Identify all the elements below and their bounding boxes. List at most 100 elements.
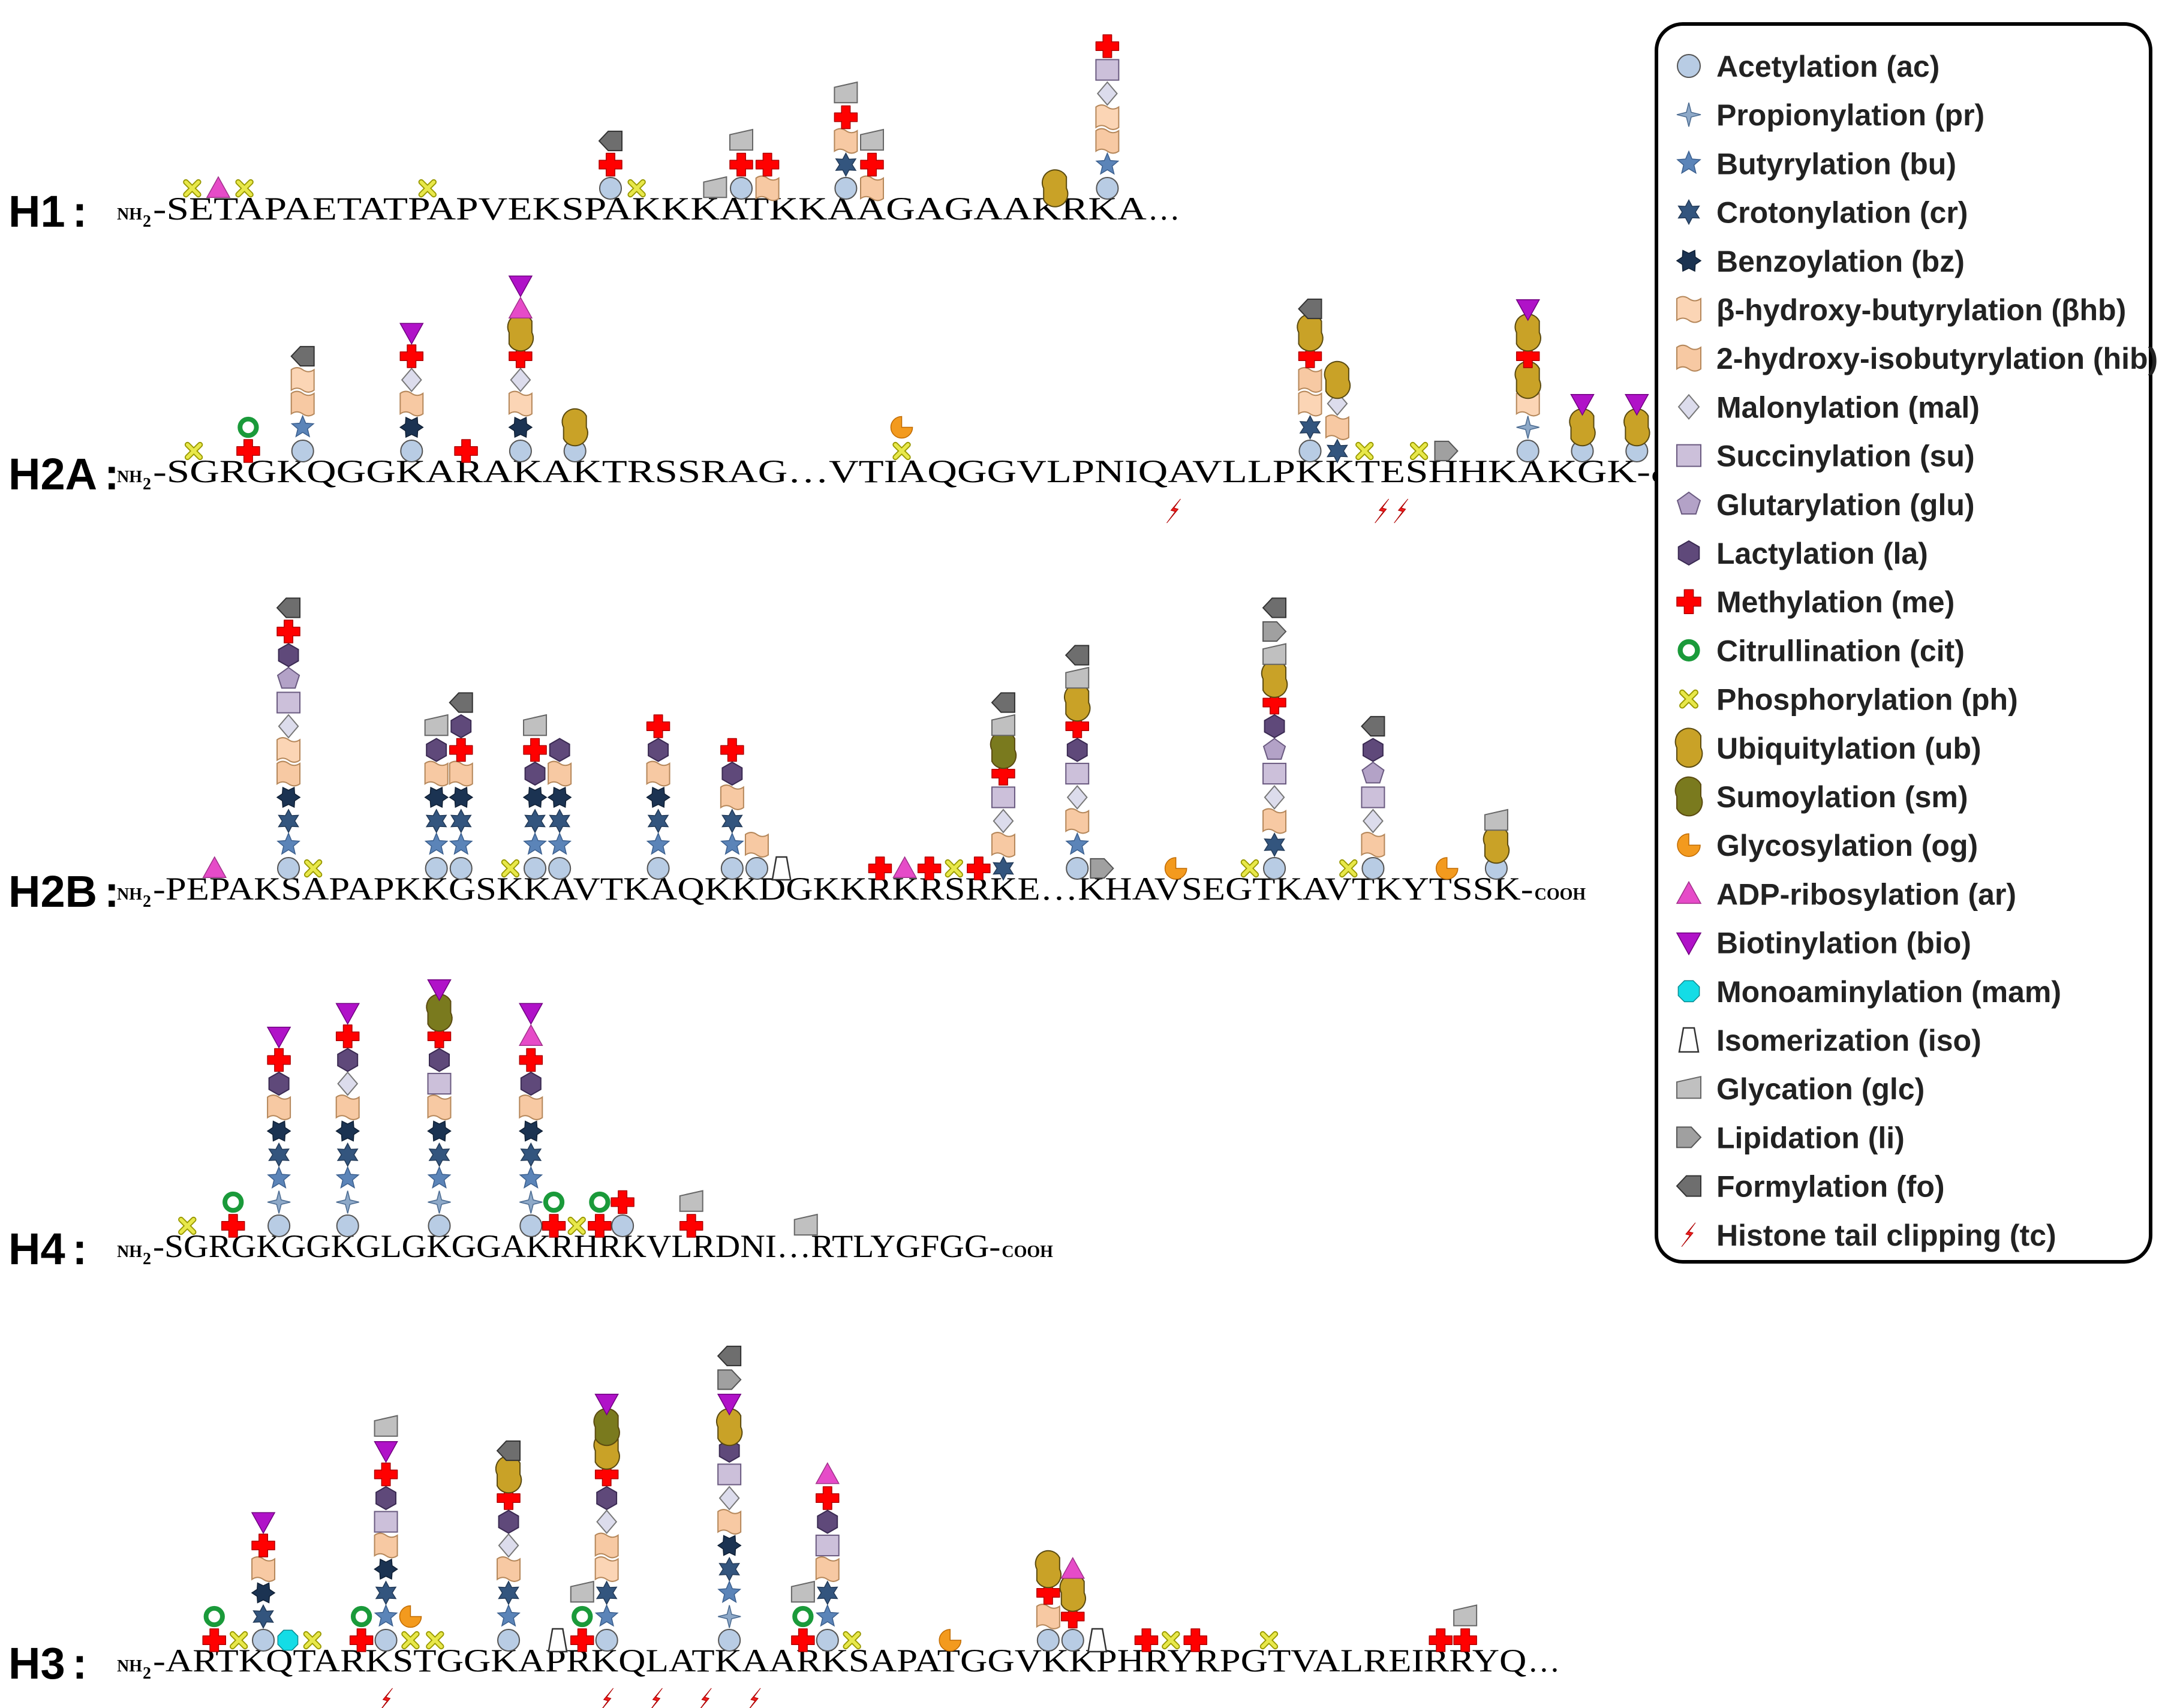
glutarylation-icon xyxy=(1262,738,1286,760)
ptm-site-5 xyxy=(276,597,301,880)
lactylation-icon xyxy=(278,643,299,667)
adp-ribosylation-icon xyxy=(1676,880,1702,904)
ptm-site-9 xyxy=(399,323,424,463)
phosphorylation-icon xyxy=(945,859,963,878)
acetylation-icon xyxy=(1036,1628,1060,1652)
phosphorylation-icon xyxy=(892,441,911,461)
crotonylation-icon xyxy=(278,808,299,834)
methylation-icon xyxy=(1183,1628,1207,1652)
legend-label: Phosphorylation (ph) xyxy=(1716,683,2018,717)
ptm-site-12 xyxy=(449,692,474,880)
ubiquitylation-icon xyxy=(1041,169,1069,208)
biotinylation-icon xyxy=(594,1394,619,1416)
butyrylation-icon xyxy=(717,1580,742,1603)
ubiquitylation-icon xyxy=(1297,313,1324,352)
legend-item-bio: Biotinylation (bio) xyxy=(1676,927,1971,960)
c-terminus: … xyxy=(1527,1643,1560,1679)
beta-hydroxybutyrylation-icon xyxy=(594,1556,619,1582)
phosphorylation-icon xyxy=(184,441,203,461)
ptm-site-3 xyxy=(236,416,260,463)
isomerization-icon xyxy=(1678,1027,1700,1053)
phosphorylation-icon xyxy=(1409,441,1429,461)
phosphorylation-icon xyxy=(501,859,520,878)
histone-row-h3: H3: NH 2 -ARTKQTARKSTGGKAPRKQLATKAARKSAPATG… xyxy=(8,1345,1560,1708)
formylation-icon xyxy=(1298,298,1322,320)
succinylation-icon xyxy=(1065,762,1090,785)
legend-label: Benzoylation (bz) xyxy=(1716,245,1965,278)
ptm-site-52 xyxy=(1429,1628,1453,1652)
isomerization-icon xyxy=(1087,1628,1108,1653)
methylation-icon xyxy=(1095,34,1120,58)
legend-label: Histone tail clipping (tc) xyxy=(1716,1219,2056,1252)
ptm-site-21 xyxy=(703,176,727,199)
benzoylation-icon xyxy=(449,786,474,808)
crotonylation-icon xyxy=(993,856,1014,881)
glycation-icon xyxy=(793,1213,818,1236)
isomerization-icon xyxy=(771,856,792,881)
phosphorylation-icon xyxy=(1162,1631,1180,1650)
acetylation-icon xyxy=(519,1214,543,1238)
succinylation-icon xyxy=(1361,786,1385,808)
legend-item-hib: 2-hydroxy-isobutyrylation (hib) xyxy=(1676,342,2158,375)
c-terminus: COOH xyxy=(1535,885,1586,904)
malonylation-icon xyxy=(401,367,422,393)
hydroxyisobutyrylation-icon xyxy=(449,760,473,787)
legend-item-ph: Phosphorylation (ph) xyxy=(1679,683,2018,717)
ubiquitylation-icon xyxy=(1623,408,1650,447)
crotonylation-icon xyxy=(718,1556,741,1582)
formylation-icon xyxy=(290,345,315,367)
tail-clipping-icon xyxy=(1375,498,1390,524)
phosphorylation-icon xyxy=(183,179,202,198)
legend-item-bz: Benzoylation (bz) xyxy=(1676,245,1965,278)
hydroxyisobutyrylation-icon xyxy=(1036,1604,1060,1629)
lactylation-icon xyxy=(524,761,546,786)
tail-clipping-icon xyxy=(651,1688,663,1708)
succinylation-icon xyxy=(717,1463,742,1486)
methylation-icon xyxy=(509,344,533,368)
biotinylation-icon xyxy=(399,323,424,345)
ptm-site-47 xyxy=(1434,440,1459,462)
ptm-site-9 xyxy=(374,1415,398,1652)
n-terminus: NH xyxy=(117,885,142,904)
hydroxyisobutyrylation-icon xyxy=(1676,344,1701,372)
ptm-site-20 xyxy=(611,1190,635,1238)
biotinylation-icon xyxy=(1570,394,1595,416)
ubiquitylation-icon xyxy=(715,1408,743,1447)
acetylation-icon xyxy=(1263,856,1286,880)
acetylation-icon xyxy=(718,1628,741,1652)
glycation-icon xyxy=(1676,1075,1701,1099)
hydroxyisobutyrylation-icon xyxy=(834,128,858,154)
acetylation-icon xyxy=(1061,1628,1084,1652)
ptm-site-27 xyxy=(890,416,913,461)
methylation-icon xyxy=(267,1048,291,1072)
benzoylation-icon xyxy=(399,416,424,438)
phosphorylation-icon xyxy=(426,1631,444,1650)
glycation-icon xyxy=(790,1580,815,1603)
methylation-icon xyxy=(1515,344,1540,368)
methylation-icon xyxy=(611,1190,635,1214)
phosphorylation-icon xyxy=(178,1216,197,1235)
legend-label: Isomerization (iso) xyxy=(1716,1024,1981,1057)
adp-ribosylation-icon xyxy=(508,296,533,318)
histone-rows: H1: NH 2 -SETAPAETATPAPVEKSPAKKKATKKAAGAGAA… xyxy=(8,34,1703,1708)
n-terminus-subscript: 2 xyxy=(143,1664,151,1683)
biotinylation-icon xyxy=(266,1027,291,1049)
formylation-icon xyxy=(449,692,473,713)
methylation-icon xyxy=(1036,1581,1060,1605)
propionylation-icon xyxy=(1676,103,1701,127)
ptm-site-5 xyxy=(290,345,315,463)
legend-item-ar: ADP-ribosylation (ar) xyxy=(1676,877,2016,911)
legend-label: Glutarylation (glu) xyxy=(1716,488,1975,522)
malonylation-icon xyxy=(337,1071,359,1096)
ptm-site-1 xyxy=(184,441,203,461)
crotonylation-icon xyxy=(268,1142,290,1168)
benzoylation-icon xyxy=(646,786,670,808)
biotinylation-icon xyxy=(427,979,452,1002)
ptm-site-43 xyxy=(1324,360,1351,464)
succinylation-icon xyxy=(1262,762,1287,785)
histone-label-colon: : xyxy=(73,1638,88,1688)
propionylation-icon xyxy=(428,1190,451,1214)
phosphorylation-icon xyxy=(627,179,646,198)
methylation-icon xyxy=(868,856,892,880)
ubiquitylation-icon xyxy=(507,313,534,352)
